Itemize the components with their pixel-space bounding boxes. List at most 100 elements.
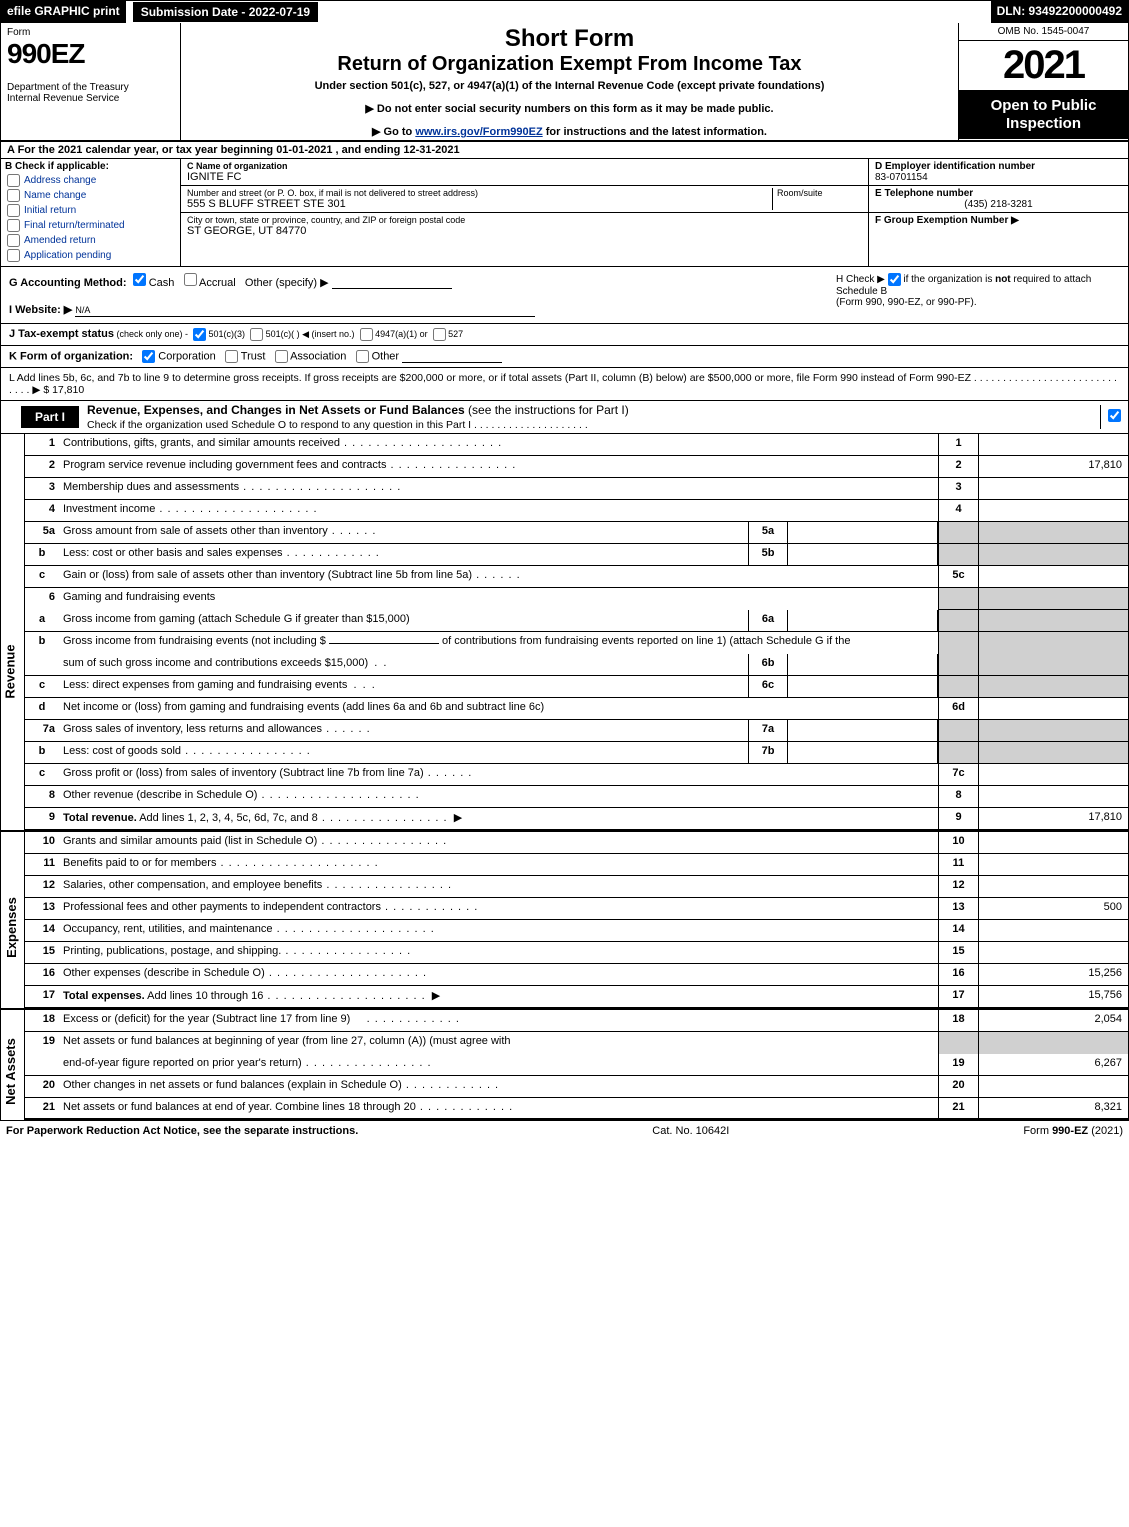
line-16-num: 16 <box>25 964 59 985</box>
line-6c-ival <box>788 676 938 697</box>
line-16-val: 15,256 <box>978 964 1128 985</box>
website-value: N/A <box>75 304 535 317</box>
chk-h[interactable] <box>888 273 901 286</box>
line-7a-shade2 <box>978 720 1128 741</box>
col-de: D Employer identification number 83-0701… <box>868 159 1128 266</box>
chk-accrual[interactable] <box>184 273 197 286</box>
line-12-desc: Salaries, other compensation, and employ… <box>59 876 938 897</box>
line-6b-num: b <box>25 632 59 654</box>
topbar: efile GRAPHIC print Submission Date - 20… <box>1 1 1128 23</box>
line-2-box: 2 <box>938 456 978 477</box>
chk-amended-return[interactable]: Amended return <box>7 234 176 247</box>
bcde-block: B Check if applicable: Address change Na… <box>1 159 1128 267</box>
chk-other-org[interactable] <box>356 350 369 363</box>
line-8: 8 Other revenue (describe in Schedule O)… <box>25 786 1128 808</box>
chk-schedule-o[interactable] <box>1108 409 1121 422</box>
chk-assoc[interactable] <box>275 350 288 363</box>
line-4: 4 Investment income 4 <box>25 500 1128 522</box>
chk-527[interactable] <box>433 328 446 341</box>
chk-final-return[interactable]: Final return/terminated <box>7 219 176 232</box>
line-14: 14 Occupancy, rent, utilities, and maint… <box>25 920 1128 942</box>
line-14-desc: Occupancy, rent, utilities, and maintena… <box>59 920 938 941</box>
header-right: OMB No. 1545-0047 2021 Open to Public In… <box>958 23 1128 140</box>
netassets-label: Net Assets <box>3 1038 18 1105</box>
row-gh: G Accounting Method: Cash Accrual Other … <box>1 267 1128 324</box>
k-assoc: Association <box>290 351 346 363</box>
line-7a-ibox: 7a <box>748 720 788 741</box>
netassets-section: Net Assets 18 Excess or (deficit) for th… <box>1 1008 1128 1120</box>
chk-cash[interactable] <box>133 273 146 286</box>
line-10-val <box>978 832 1128 853</box>
chk-application-pending[interactable]: Application pending <box>7 249 176 262</box>
line-12-num: 12 <box>25 876 59 897</box>
row-a-text: A For the 2021 calendar year, or tax yea… <box>7 144 460 156</box>
submission-date: Submission Date - 2022-07-19 <box>132 1 319 23</box>
line-5c-box: 5c <box>938 566 978 587</box>
line-6b-1: b Gross income from fundraising events (… <box>25 632 1128 654</box>
part-i-header: Part I Revenue, Expenses, and Changes in… <box>1 401 1128 434</box>
chk-4947[interactable] <box>360 328 373 341</box>
chk-501c[interactable] <box>250 328 263 341</box>
line-18-desc: Excess or (deficit) for the year (Subtra… <box>59 1010 938 1031</box>
line-8-desc: Other revenue (describe in Schedule O) <box>59 786 938 807</box>
line-5b-ival <box>788 544 938 565</box>
line-19-desc1: Net assets or fund balances at beginning… <box>59 1032 938 1054</box>
line-14-num: 14 <box>25 920 59 941</box>
line-19-num: 19 <box>25 1032 59 1054</box>
line-5a-num: 5a <box>25 522 59 543</box>
line-7b-num: b <box>25 742 59 763</box>
chk-address-change[interactable]: Address change <box>7 174 176 187</box>
line-6-shade2 <box>978 588 1128 610</box>
expenses-label: Expenses <box>4 897 19 958</box>
line-5a-desc: Gross amount from sale of assets other t… <box>59 522 748 543</box>
line-15: 15 Printing, publications, postage, and … <box>25 942 1128 964</box>
goto-note: ▶ Go to www.irs.gov/Form990EZ for instru… <box>187 125 952 138</box>
row-k: K Form of organization: Corporation Trus… <box>1 346 1128 368</box>
open-inspection: Open to Public Inspection <box>959 91 1128 139</box>
g-label: G Accounting Method: <box>9 277 127 289</box>
line-11: 11 Benefits paid to or for members 11 <box>25 854 1128 876</box>
line-5a: 5a Gross amount from sale of assets othe… <box>25 522 1128 544</box>
line-14-val <box>978 920 1128 941</box>
line-7b-desc: Less: cost of goods sold <box>59 742 748 763</box>
h-mid: if the organization is <box>903 274 995 285</box>
expenses-side: Expenses <box>1 832 25 1008</box>
chk-corp[interactable] <box>142 350 155 363</box>
line-6b-blank <box>25 654 59 675</box>
e-label: E Telephone number <box>875 188 973 199</box>
line-11-num: 11 <box>25 854 59 875</box>
line-12: 12 Salaries, other compensation, and emp… <box>25 876 1128 898</box>
line-19-val: 6,267 <box>978 1054 1128 1075</box>
chk-501c3[interactable] <box>193 328 206 341</box>
line-9-desc: Total revenue. Add lines 1, 2, 3, 4, 5c,… <box>59 808 938 829</box>
line-8-box: 8 <box>938 786 978 807</box>
h-pre: H Check ▶ <box>836 274 888 285</box>
line-21-val: 8,321 <box>978 1098 1128 1118</box>
line-5b: b Less: cost or other basis and sales ex… <box>25 544 1128 566</box>
line-7c-desc: Gross profit or (loss) from sales of inv… <box>59 764 938 785</box>
line-13-num: 13 <box>25 898 59 919</box>
form-number: 990EZ <box>7 38 174 70</box>
line-7c: c Gross profit or (loss) from sales of i… <box>25 764 1128 786</box>
line-20-val <box>978 1076 1128 1097</box>
line-9: 9 Total revenue. Add lines 1, 2, 3, 4, 5… <box>25 808 1128 830</box>
line-6a-shade2 <box>978 610 1128 631</box>
netassets-side: Net Assets <box>1 1010 25 1120</box>
chk-initial-return[interactable]: Initial return <box>7 204 176 217</box>
line-6d-val <box>978 698 1128 719</box>
chk-trust[interactable] <box>225 350 238 363</box>
part-i-check-line: Check if the organization used Schedule … <box>87 419 588 431</box>
line-6d-num: d <box>25 698 59 719</box>
header-center: Short Form Return of Organization Exempt… <box>181 23 958 140</box>
line-6c: c Less: direct expenses from gaming and … <box>25 676 1128 698</box>
chk-name-change[interactable]: Name change <box>7 189 176 202</box>
j-501c: 501(c)( ) <box>266 329 300 339</box>
footer-right: Form 990-EZ (2021) <box>1023 1125 1123 1137</box>
line-7a: 7a Gross sales of inventory, less return… <box>25 720 1128 742</box>
irs-link[interactable]: www.irs.gov/Form990EZ <box>415 126 542 138</box>
line-7b-ibox: 7b <box>748 742 788 763</box>
line-6c-num: c <box>25 676 59 697</box>
line-6c-shade1 <box>938 676 978 697</box>
line-18-num: 18 <box>25 1010 59 1031</box>
line-7b-shade2 <box>978 742 1128 763</box>
